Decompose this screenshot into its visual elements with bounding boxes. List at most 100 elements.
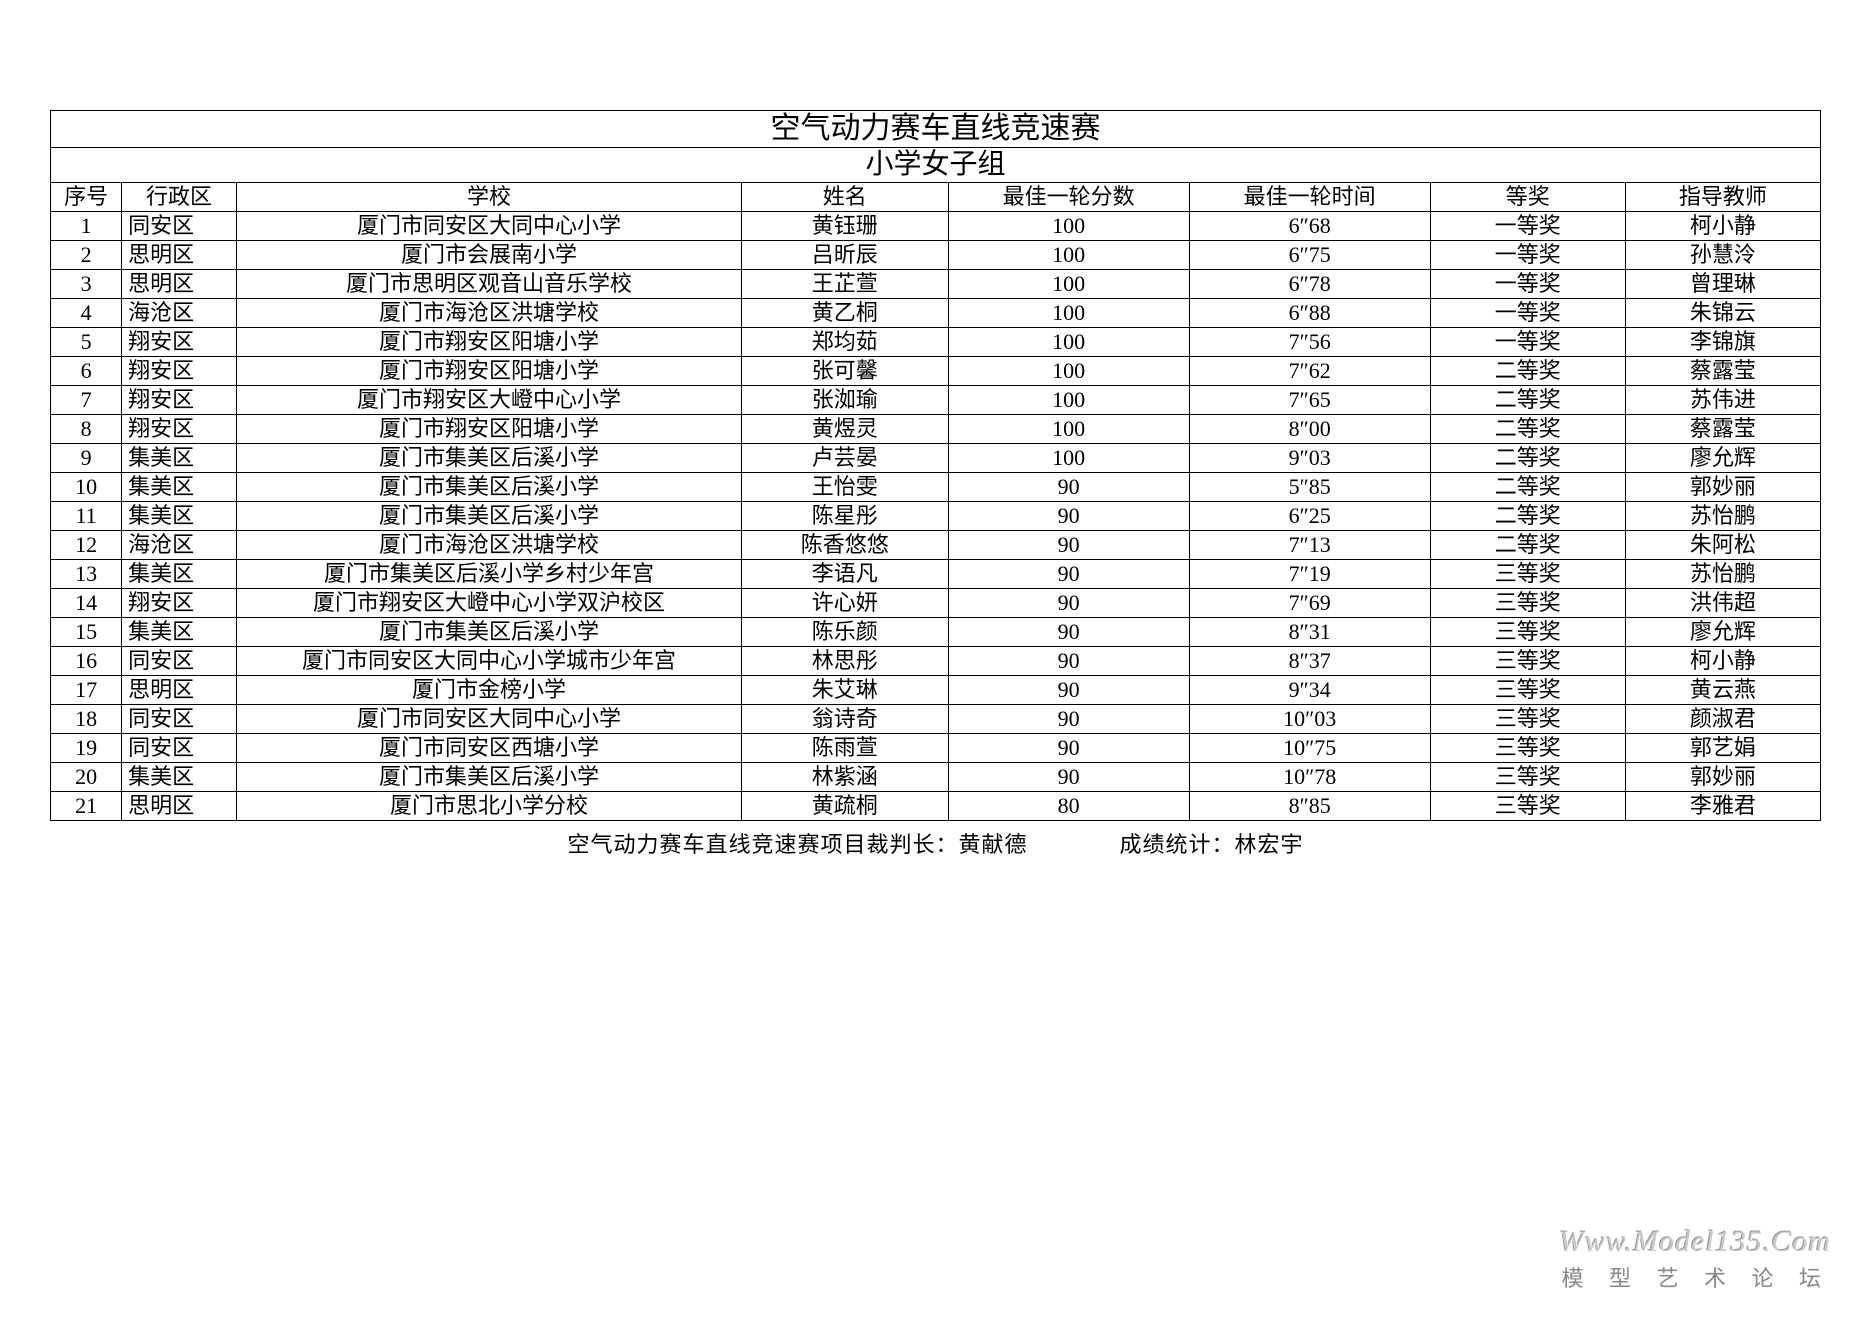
cell-dist: 思明区 <box>122 792 237 821</box>
table-row: 2思明区厦门市会展南小学吕昕辰1006″75一等奖孙慧泠 <box>51 241 1821 270</box>
cell-school: 厦门市同安区大同中心小学 <box>236 212 741 241</box>
cell-dist: 集美区 <box>122 763 237 792</box>
cell-time: 6″78 <box>1189 270 1430 299</box>
col-school: 学校 <box>236 183 741 212</box>
cell-time: 10″78 <box>1189 763 1430 792</box>
cell-dist: 集美区 <box>122 618 237 647</box>
cell-score: 90 <box>948 502 1189 531</box>
cell-school: 厦门市集美区后溪小学乡村少年宫 <box>236 560 741 589</box>
cell-seq: 16 <box>51 647 122 676</box>
cell-score: 90 <box>948 618 1189 647</box>
cell-dist: 集美区 <box>122 502 237 531</box>
cell-teacher: 郭妙丽 <box>1625 763 1820 792</box>
cell-dist: 同安区 <box>122 212 237 241</box>
cell-dist: 翔安区 <box>122 589 237 618</box>
cell-school: 厦门市海沧区洪塘学校 <box>236 299 741 328</box>
cell-time: 5″85 <box>1189 473 1430 502</box>
cell-dist: 思明区 <box>122 241 237 270</box>
cell-seq: 15 <box>51 618 122 647</box>
cell-name: 黄煜灵 <box>741 415 948 444</box>
cell-teacher: 黄云燕 <box>1625 676 1820 705</box>
cell-name: 朱艾琳 <box>741 676 948 705</box>
cell-name: 张洳瑜 <box>741 386 948 415</box>
cell-time: 8″37 <box>1189 647 1430 676</box>
cell-time: 7″69 <box>1189 589 1430 618</box>
cell-award: 二等奖 <box>1430 531 1625 560</box>
cell-score: 100 <box>948 386 1189 415</box>
table-row: 17思明区厦门市金榜小学朱艾琳909″34三等奖黄云燕 <box>51 676 1821 705</box>
cell-award: 一等奖 <box>1430 241 1625 270</box>
cell-name: 李语凡 <box>741 560 948 589</box>
cell-school: 厦门市金榜小学 <box>236 676 741 705</box>
cell-score: 100 <box>948 328 1189 357</box>
cell-seq: 8 <box>51 415 122 444</box>
cell-seq: 18 <box>51 705 122 734</box>
cell-name: 黄钰珊 <box>741 212 948 241</box>
col-seq: 序号 <box>51 183 122 212</box>
cell-name: 陈乐颜 <box>741 618 948 647</box>
cell-seq: 10 <box>51 473 122 502</box>
cell-award: 三等奖 <box>1430 618 1625 647</box>
cell-teacher: 柯小静 <box>1625 212 1820 241</box>
cell-score: 90 <box>948 647 1189 676</box>
cell-school: 厦门市思明区观音山音乐学校 <box>236 270 741 299</box>
cell-school: 厦门市翔安区阳塘小学 <box>236 328 741 357</box>
cell-award: 二等奖 <box>1430 444 1625 473</box>
col-teacher: 指导教师 <box>1625 183 1820 212</box>
cell-teacher: 李锦旗 <box>1625 328 1820 357</box>
table-row: 6翔安区厦门市翔安区阳塘小学张可馨1007″62二等奖蔡露莹 <box>51 357 1821 386</box>
cell-school: 厦门市思北小学分校 <box>236 792 741 821</box>
cell-seq: 4 <box>51 299 122 328</box>
cell-dist: 翔安区 <box>122 415 237 444</box>
watermark: Www.Model135.Com 模 型 艺 术 论 坛 <box>1559 1225 1831 1293</box>
cell-award: 三等奖 <box>1430 560 1625 589</box>
cell-teacher: 颜淑君 <box>1625 705 1820 734</box>
cell-score: 100 <box>948 299 1189 328</box>
table-row: 13集美区厦门市集美区后溪小学乡村少年宫李语凡907″19三等奖苏怡鹏 <box>51 560 1821 589</box>
cell-award: 三等奖 <box>1430 734 1625 763</box>
cell-name: 吕昕辰 <box>741 241 948 270</box>
table-row: 7翔安区厦门市翔安区大嶝中心小学张洳瑜1007″65二等奖苏伟进 <box>51 386 1821 415</box>
subtitle-row: 小学女子组 <box>51 148 1821 183</box>
cell-school: 厦门市翔安区阳塘小学 <box>236 357 741 386</box>
cell-score: 90 <box>948 560 1189 589</box>
cell-seq: 19 <box>51 734 122 763</box>
cell-time: 8″85 <box>1189 792 1430 821</box>
cell-score: 100 <box>948 444 1189 473</box>
cell-score: 80 <box>948 792 1189 821</box>
table-row: 11集美区厦门市集美区后溪小学陈星彤906″25二等奖苏怡鹏 <box>51 502 1821 531</box>
cell-seq: 21 <box>51 792 122 821</box>
cell-award: 三等奖 <box>1430 705 1625 734</box>
cell-seq: 20 <box>51 763 122 792</box>
table-row: 3思明区厦门市思明区观音山音乐学校王芷萱1006″78一等奖曾理琳 <box>51 270 1821 299</box>
cell-teacher: 李雅君 <box>1625 792 1820 821</box>
cell-name: 黄疏桐 <box>741 792 948 821</box>
cell-time: 7″65 <box>1189 386 1430 415</box>
cell-school: 厦门市集美区后溪小学 <box>236 473 741 502</box>
cell-award: 三等奖 <box>1430 792 1625 821</box>
cell-time: 6″68 <box>1189 212 1430 241</box>
col-name: 姓名 <box>741 183 948 212</box>
cell-name: 郑均茹 <box>741 328 948 357</box>
table-row: 5翔安区厦门市翔安区阳塘小学郑均茹1007″56一等奖李锦旗 <box>51 328 1821 357</box>
cell-school: 厦门市集美区后溪小学 <box>236 444 741 473</box>
cell-time: 10″75 <box>1189 734 1430 763</box>
cell-school: 厦门市同安区大同中心小学城市少年宫 <box>236 647 741 676</box>
cell-dist: 翔安区 <box>122 386 237 415</box>
cell-time: 7″13 <box>1189 531 1430 560</box>
cell-dist: 集美区 <box>122 444 237 473</box>
watermark-url: Www.Model135.Com <box>1559 1225 1831 1259</box>
cell-teacher: 苏伟进 <box>1625 386 1820 415</box>
cell-score: 90 <box>948 589 1189 618</box>
cell-score: 90 <box>948 734 1189 763</box>
cell-teacher: 廖允辉 <box>1625 444 1820 473</box>
col-time: 最佳一轮时间 <box>1189 183 1430 212</box>
cell-seq: 6 <box>51 357 122 386</box>
cell-score: 90 <box>948 676 1189 705</box>
cell-time: 6″88 <box>1189 299 1430 328</box>
cell-teacher: 曾理琳 <box>1625 270 1820 299</box>
cell-time: 9″34 <box>1189 676 1430 705</box>
cell-dist: 翔安区 <box>122 328 237 357</box>
cell-name: 张可馨 <box>741 357 948 386</box>
cell-name: 许心妍 <box>741 589 948 618</box>
